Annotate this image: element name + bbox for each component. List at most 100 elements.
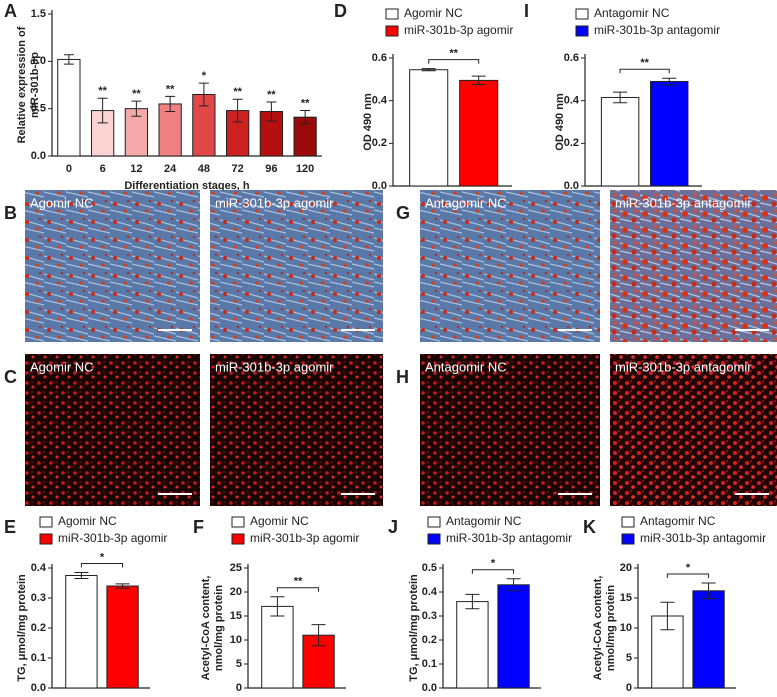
x-tick-label: 48 xyxy=(198,163,210,175)
panel-letter: J xyxy=(388,517,398,537)
bar xyxy=(409,69,449,187)
significance: ** xyxy=(267,89,276,101)
panel-letter: C xyxy=(4,367,17,387)
y-tick-label: 0.0 xyxy=(564,180,579,192)
y-tick-label: 0.5 xyxy=(31,103,46,115)
error-bar xyxy=(701,582,716,600)
error-bar xyxy=(270,596,285,617)
y-tick-label: 20 xyxy=(230,586,242,598)
image-label: miR-301b-3p antagomir xyxy=(615,195,752,210)
image-label: miR-301b-3p agomir xyxy=(215,195,334,210)
y-tick-label: 25 xyxy=(230,562,242,574)
y-tick-label: 0.5 xyxy=(422,562,437,574)
significance: * xyxy=(202,70,207,82)
y-axis-label: Acetyl-CoA content, xyxy=(592,576,604,681)
y-tick-label: 0.6 xyxy=(564,52,579,64)
legend-swatch xyxy=(427,516,441,528)
y-tick-label: 0.4 xyxy=(564,95,580,107)
y-tick-label: 15 xyxy=(620,592,632,604)
legend-label: miR-301b-3p agomir xyxy=(58,531,167,545)
significance-bracket xyxy=(276,587,320,592)
y-tick-label: 0.0 xyxy=(31,682,46,694)
significance-bracket xyxy=(80,563,124,568)
x-tick-label: 96 xyxy=(265,163,277,175)
y-tick-label: 0.4 xyxy=(372,95,388,107)
y-axis-label: TG, μmol/mg protein xyxy=(16,574,28,682)
image-label: Agomir NC xyxy=(30,195,94,210)
y-tick-label: 0.0 xyxy=(372,180,387,192)
error-bar xyxy=(660,601,675,631)
panel-letter: G xyxy=(396,203,410,223)
y-tick-label: 5 xyxy=(236,658,242,670)
bar xyxy=(650,80,689,187)
legend-label: Agomir NC xyxy=(404,6,463,20)
legend-swatch xyxy=(621,516,635,528)
y-tick-label: 0.2 xyxy=(564,137,579,149)
legend-label: miR-301b-3p antagomir xyxy=(594,23,720,37)
y-tick-label: 0.0 xyxy=(422,682,437,694)
error-bar xyxy=(74,572,89,579)
significance: ** xyxy=(640,57,649,69)
legend-swatch xyxy=(575,25,589,37)
legend-label: miR-301b-3p agomir xyxy=(404,23,513,37)
y-tick-label: 5 xyxy=(626,652,632,664)
panel-letter: B xyxy=(4,203,17,223)
legend-label: Agomir NC xyxy=(250,514,309,528)
bar xyxy=(57,58,81,157)
error-bar xyxy=(63,54,74,65)
y-tick-label: 15 xyxy=(230,610,242,622)
legend-swatch xyxy=(621,533,635,545)
y-tick-label: 0.3 xyxy=(422,610,437,622)
legend-label: Antagomir NC xyxy=(446,514,522,528)
error-bar xyxy=(421,68,436,72)
y-tick-label: 0.2 xyxy=(31,622,46,634)
y-tick-label: 20 xyxy=(620,562,632,574)
error-bar xyxy=(198,82,209,107)
y-axis-label: nmol/mg protein xyxy=(605,585,617,671)
legend-swatch xyxy=(231,516,245,528)
significance: ** xyxy=(449,48,458,60)
y-tick-label: 0.1 xyxy=(422,658,437,670)
bar xyxy=(65,575,98,689)
error-bar xyxy=(131,100,142,117)
y-tick-label: 0.4 xyxy=(422,586,438,598)
error-bar xyxy=(165,95,176,113)
significance: * xyxy=(686,562,691,574)
micrograph xyxy=(25,190,200,342)
error-bar xyxy=(506,578,521,592)
error-bar xyxy=(311,624,326,647)
image-label: Antagomir NC xyxy=(425,195,507,210)
micrograph xyxy=(210,354,383,506)
y-tick-label: 10 xyxy=(230,634,242,646)
error-bar xyxy=(232,98,243,123)
significance-bracket xyxy=(471,569,515,574)
y-tick-label: 0.2 xyxy=(372,137,387,149)
legend-label: miR-301b-3p antagomir xyxy=(446,531,572,545)
error-bar xyxy=(662,77,677,86)
micrograph xyxy=(420,354,600,506)
bar xyxy=(600,96,640,187)
bar xyxy=(497,584,530,689)
significance-bracket xyxy=(666,573,710,578)
legend-swatch xyxy=(231,533,245,545)
significance: ** xyxy=(301,97,310,109)
significance: ** xyxy=(132,88,141,100)
panel-letter: F xyxy=(193,517,204,537)
x-tick-label: 120 xyxy=(296,163,314,175)
x-tick-label: 72 xyxy=(232,163,244,175)
panel-letter: A xyxy=(4,1,17,21)
image-label: miR-301b-3p agomir xyxy=(215,359,334,374)
image-label: miR-301b-3p antagomir xyxy=(615,359,752,374)
significance: ** xyxy=(294,576,303,588)
panel-letter: E xyxy=(4,517,16,537)
bar xyxy=(459,79,499,187)
panel-letter: D xyxy=(334,1,347,21)
bar xyxy=(261,605,294,689)
y-tick-label: 1.0 xyxy=(31,55,46,67)
panel-letter: H xyxy=(396,367,409,387)
significance: * xyxy=(491,558,496,570)
significance-bracket xyxy=(428,59,480,64)
y-axis-label: Acetyl-CoA content, xyxy=(200,576,212,681)
y-tick-label: 0 xyxy=(236,682,242,694)
